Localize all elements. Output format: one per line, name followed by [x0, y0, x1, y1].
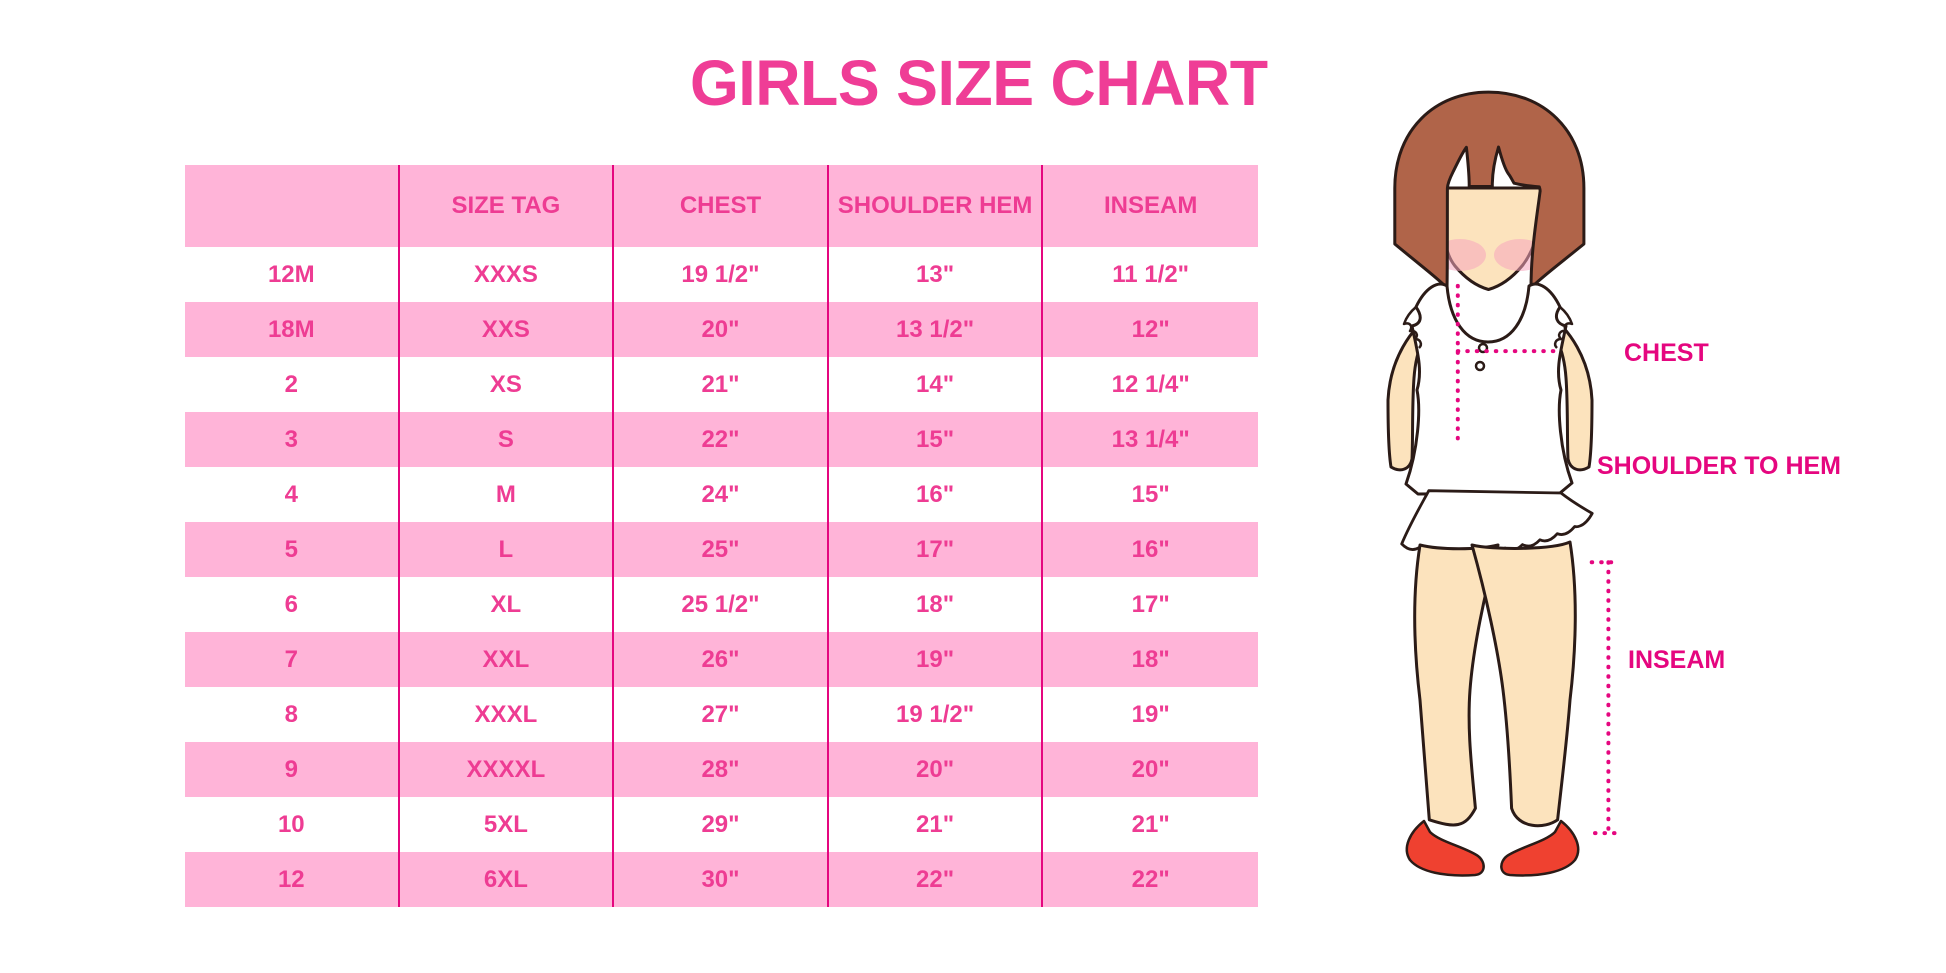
svg-text:SHOULDER TO HEM: SHOULDER TO HEM [1597, 452, 1841, 480]
svg-text:INSEAM: INSEAM [1628, 646, 1725, 674]
svg-text:CHEST: CHEST [1624, 339, 1709, 367]
